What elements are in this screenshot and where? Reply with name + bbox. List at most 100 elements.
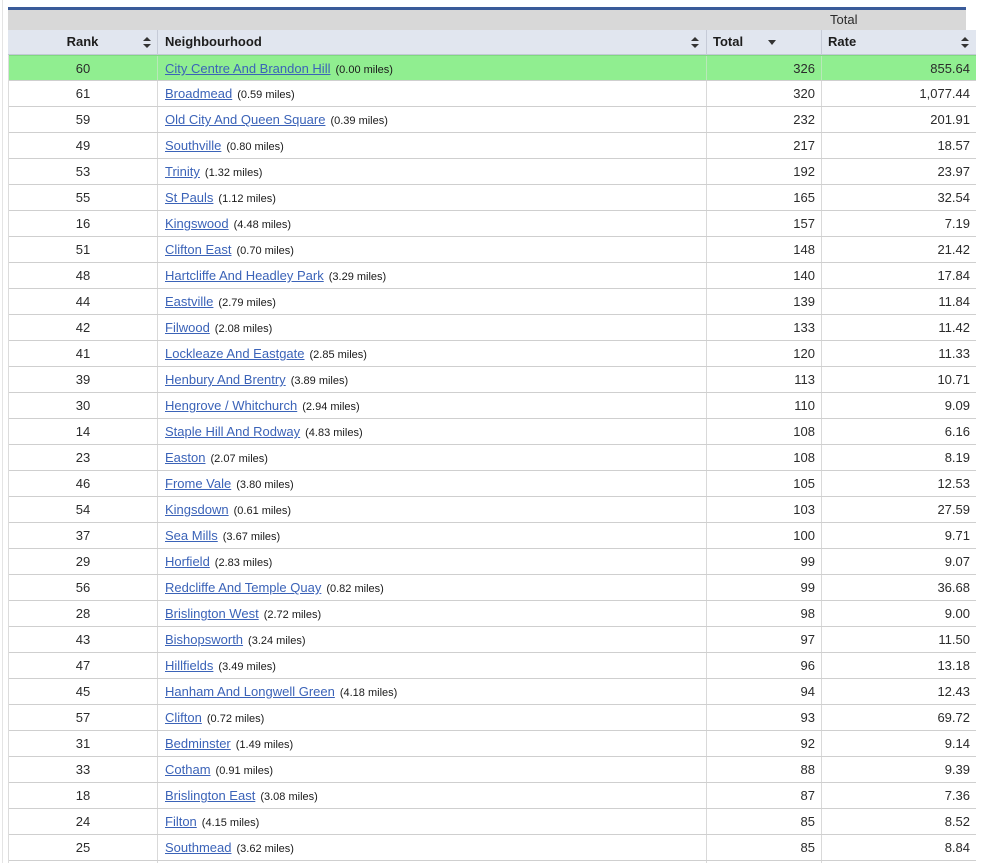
table-row: 61 Broadmead (0.59 miles) 320 1,077.44	[9, 81, 976, 107]
column-header-rank[interactable]: Rank	[8, 30, 158, 55]
distance-label: (3.49 miles)	[218, 661, 276, 673]
total-cell: 192	[707, 159, 822, 184]
column-header-rate[interactable]: Rate	[822, 30, 976, 55]
neighbourhood-link[interactable]: Old City And Queen Square	[165, 112, 326, 127]
rate-cell: 7.36	[944, 788, 970, 803]
total-cell: 99	[707, 575, 822, 600]
table-row: 24 Filton (4.15 miles) 85 8.52	[9, 809, 976, 835]
neighbourhood-cell: Henbury And Brentry (3.89 miles)	[158, 367, 707, 392]
neighbourhood-link[interactable]: Bishopsworth	[165, 632, 244, 647]
rate-cell: 10.71	[937, 372, 970, 387]
rank-cell: 28	[9, 601, 158, 626]
table-row: 56 Redcliffe And Temple Quay (0.82 miles)…	[9, 575, 976, 601]
distance-label: (2.83 miles)	[214, 557, 273, 569]
table-header-row: Rank Neighbourhood Total Rate	[8, 30, 976, 55]
neighbourhood-link[interactable]: Kingsdown	[165, 502, 229, 517]
rank-cell: 59	[9, 107, 158, 132]
neighbourhood-link[interactable]: Brislington East	[165, 788, 256, 803]
rank-cell: 55	[9, 185, 158, 210]
neighbourhood-link[interactable]: Trinity	[165, 164, 200, 179]
neighbourhood-cell: Clifton East (0.70 miles)	[158, 237, 707, 262]
neighbourhood-link[interactable]: Redcliffe And Temple Quay	[165, 580, 322, 595]
neighbourhood-link[interactable]: Staple Hill And Rodway	[165, 424, 301, 439]
total-cell: 232	[707, 107, 822, 132]
neighbourhood-link[interactable]: Brislington West	[165, 606, 259, 621]
distance-label: (4.15 miles)	[201, 817, 260, 829]
neighbourhood-link[interactable]: Cotham	[165, 762, 211, 777]
column-header-total-label: Total	[713, 34, 744, 49]
table-row: 41 Lockleaze And Eastgate (2.85 miles) 12…	[9, 341, 976, 367]
neighbourhood-cell: Trinity (1.32 miles)	[158, 159, 707, 184]
neighbourhood-cell	[158, 861, 707, 863]
neighbourhood-link[interactable]: Filton	[165, 814, 197, 829]
table-row: 55 St Pauls (1.12 miles) 165 32.54	[9, 185, 976, 211]
total-cell: 85	[707, 835, 822, 860]
neighbourhood-link[interactable]: Horfield	[165, 554, 210, 569]
neighbourhood-cell: Horfield (2.83 miles)	[158, 549, 707, 574]
neighbourhood-cell: Hillfields (3.49 miles)	[158, 653, 707, 678]
rank-cell: 33	[9, 757, 158, 782]
neighbourhood-cell: Redcliffe And Temple Quay (0.82 miles)	[158, 575, 707, 600]
total-cell: 133	[707, 315, 822, 340]
neighbourhood-link[interactable]: Lockleaze And Eastgate	[165, 346, 305, 361]
distance-label: (0.61 miles)	[233, 505, 292, 517]
rate-cell: 23.97	[937, 164, 970, 179]
neighbourhood-link[interactable]: St Pauls	[165, 190, 214, 205]
total-cell: 87	[707, 783, 822, 808]
neighbourhood-link[interactable]: Easton	[165, 450, 206, 465]
neighbourhood-cell: Eastville (2.79 miles)	[158, 289, 707, 314]
rank-cell: 41	[9, 341, 158, 366]
rate-cell: 17.84	[937, 268, 970, 283]
page-edge-line	[2, 0, 3, 863]
neighbourhood-link[interactable]: Southville	[165, 138, 222, 153]
rate-cell: 36.68	[937, 580, 970, 595]
column-header-neighbourhood[interactable]: Neighbourhood	[158, 30, 707, 55]
rank-cell: 53	[9, 159, 158, 184]
neighbourhood-cell: Filton (4.15 miles)	[158, 809, 707, 834]
neighbourhood-cell: Sea Mills (3.67 miles)	[158, 523, 707, 548]
table-row: 42 Filwood (2.08 miles) 133 11.42	[9, 315, 976, 341]
total-cell: 157	[707, 211, 822, 236]
neighbourhood-cell: Brislington East (3.08 miles)	[158, 783, 707, 808]
neighbourhood-link[interactable]: Bedminster	[165, 736, 231, 751]
neighbourhood-cell: Kingsdown (0.61 miles)	[158, 497, 707, 522]
neighbourhood-link[interactable]: Clifton	[165, 710, 202, 725]
neighbourhood-link[interactable]: Southmead	[165, 840, 232, 855]
distance-label: (2.79 miles)	[218, 297, 276, 309]
neighbourhood-link[interactable]: Frome Vale	[165, 476, 232, 491]
total-cell: 326	[707, 56, 822, 80]
rank-cell: 61	[9, 81, 158, 106]
neighbourhood-link[interactable]: City Centre And Brandon Hill	[165, 61, 331, 76]
table-row: 31 Bedminster (1.49 miles) 92 9.14	[9, 731, 976, 757]
neighbourhood-link[interactable]: Kingswood	[165, 216, 229, 231]
neighbourhood-link[interactable]: Henbury And Brentry	[165, 372, 286, 387]
rate-cell: 11.50	[938, 632, 970, 647]
neighbourhood-link[interactable]: Hengrove / Whitchurch	[165, 398, 298, 413]
total-cell: 93	[707, 705, 822, 730]
total-cell	[707, 861, 822, 863]
neighbourhood-link[interactable]: Clifton East	[165, 242, 232, 257]
neighbourhood-link[interactable]: Hillfields	[165, 658, 214, 673]
neighbourhood-link[interactable]: Broadmead	[165, 86, 233, 101]
neighbourhood-link[interactable]: Hartcliffe And Headley Park	[165, 268, 324, 283]
rank-cell: 57	[9, 705, 158, 730]
neighbourhood-cell: Southmead (3.62 miles)	[158, 835, 707, 860]
column-header-total[interactable]: Total	[707, 30, 822, 55]
total-cell: 96	[707, 653, 822, 678]
neighbourhood-link[interactable]: Filwood	[165, 320, 210, 335]
neighbourhood-link[interactable]: Eastville	[165, 294, 214, 309]
neighbourhood-cell: Brislington West (2.72 miles)	[158, 601, 707, 626]
neighbourhood-link[interactable]: Hanham And Longwell Green	[165, 684, 335, 699]
table-row: 57 Clifton (0.72 miles) 93 69.72	[9, 705, 976, 731]
distance-label: (4.18 miles)	[339, 687, 398, 699]
neighbourhood-cell: Hartcliffe And Headley Park (3.29 miles)	[158, 263, 707, 288]
table-row: 30 Hengrove / Whitchurch (2.94 miles) 110…	[9, 393, 976, 419]
rank-cell: 44	[9, 289, 158, 314]
distance-label: (4.48 miles)	[233, 219, 292, 231]
distance-label: (1.32 miles)	[204, 167, 263, 179]
total-cell: 120	[707, 341, 822, 366]
neighbourhood-cell: Bedminster (1.49 miles)	[158, 731, 707, 756]
total-cell: 320	[707, 81, 822, 106]
neighbourhood-link[interactable]: Sea Mills	[165, 528, 218, 543]
column-header-neighbourhood-label: Neighbourhood	[165, 34, 262, 49]
